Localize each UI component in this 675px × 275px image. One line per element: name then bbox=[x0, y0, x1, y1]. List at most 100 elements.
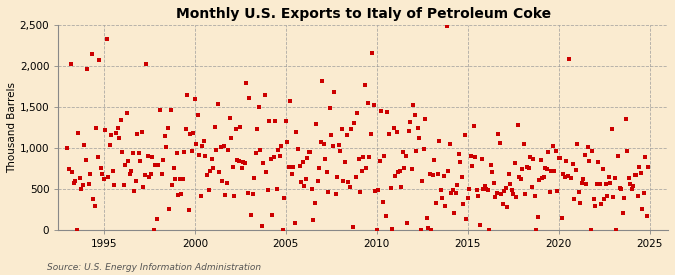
Point bbox=[485, 163, 496, 167]
Point bbox=[508, 192, 519, 197]
Point bbox=[85, 172, 96, 176]
Point bbox=[524, 155, 535, 159]
Point bbox=[294, 164, 305, 169]
Point bbox=[502, 205, 513, 209]
Point bbox=[537, 176, 547, 181]
Point bbox=[203, 188, 214, 192]
Point bbox=[158, 158, 169, 162]
Point bbox=[119, 163, 130, 167]
Point bbox=[180, 127, 191, 131]
Point bbox=[326, 133, 337, 137]
Point bbox=[497, 201, 508, 206]
Point bbox=[496, 191, 507, 196]
Point bbox=[103, 175, 114, 179]
Point bbox=[186, 148, 197, 153]
Point bbox=[400, 153, 411, 158]
Point bbox=[379, 154, 390, 158]
Point bbox=[191, 142, 202, 146]
Point bbox=[319, 142, 329, 146]
Point bbox=[107, 169, 118, 173]
Point bbox=[589, 197, 599, 202]
Point bbox=[71, 228, 82, 232]
Point bbox=[637, 207, 648, 211]
Point bbox=[385, 186, 396, 190]
Point bbox=[617, 211, 628, 215]
Point bbox=[583, 144, 593, 149]
Point bbox=[335, 148, 346, 153]
Point bbox=[418, 147, 429, 151]
Point bbox=[425, 172, 435, 177]
Point bbox=[361, 166, 372, 170]
Point bbox=[122, 111, 132, 115]
Point bbox=[184, 207, 194, 212]
Point bbox=[375, 159, 385, 163]
Point bbox=[460, 133, 470, 137]
Point bbox=[97, 172, 108, 176]
Point bbox=[355, 190, 366, 194]
Point bbox=[607, 126, 618, 131]
Point bbox=[109, 182, 120, 187]
Point bbox=[499, 189, 510, 193]
Point bbox=[192, 112, 203, 117]
Point bbox=[333, 143, 344, 147]
Point bbox=[398, 150, 408, 154]
Point bbox=[174, 177, 185, 182]
Point bbox=[516, 176, 526, 181]
Point bbox=[476, 157, 487, 161]
Point bbox=[343, 180, 354, 184]
Point bbox=[221, 181, 232, 185]
Point bbox=[282, 139, 293, 144]
Point bbox=[217, 179, 227, 183]
Point bbox=[152, 217, 163, 221]
Point bbox=[531, 228, 541, 232]
Point bbox=[188, 131, 198, 136]
Point bbox=[224, 116, 235, 120]
Point bbox=[247, 192, 258, 196]
Point bbox=[373, 188, 384, 192]
Point bbox=[241, 81, 252, 86]
Point bbox=[171, 151, 182, 155]
Point bbox=[541, 167, 552, 171]
Point bbox=[198, 139, 209, 143]
Point bbox=[200, 154, 211, 159]
Point bbox=[367, 51, 378, 56]
Point bbox=[461, 217, 472, 221]
Point bbox=[512, 123, 523, 127]
Point bbox=[455, 160, 466, 164]
Point bbox=[538, 175, 549, 179]
Point bbox=[182, 93, 192, 98]
Point bbox=[535, 158, 546, 162]
Point bbox=[146, 172, 157, 176]
Point bbox=[134, 151, 144, 156]
Point bbox=[544, 189, 555, 194]
Point bbox=[417, 179, 428, 183]
Point bbox=[534, 178, 545, 182]
Point bbox=[389, 174, 400, 178]
Point bbox=[306, 186, 317, 191]
Point bbox=[105, 143, 115, 147]
Point bbox=[511, 195, 522, 199]
Point bbox=[561, 159, 572, 164]
Point bbox=[270, 119, 281, 123]
Point bbox=[111, 131, 122, 135]
Title: Monthly U.S. Exports to Italy of Petroleum Coke: Monthly U.S. Exports to Italy of Petrole… bbox=[176, 7, 551, 21]
Point bbox=[444, 142, 455, 147]
Point bbox=[437, 196, 448, 200]
Point bbox=[578, 177, 589, 182]
Point bbox=[338, 178, 349, 183]
Point bbox=[218, 144, 229, 148]
Point bbox=[88, 197, 99, 201]
Point bbox=[141, 62, 152, 66]
Point bbox=[517, 167, 528, 172]
Point bbox=[634, 164, 645, 169]
Point bbox=[349, 121, 360, 125]
Point bbox=[211, 148, 221, 153]
Point bbox=[100, 127, 111, 132]
Point bbox=[117, 150, 128, 155]
Point bbox=[433, 139, 444, 143]
Point bbox=[619, 196, 630, 201]
Point bbox=[95, 166, 106, 170]
Point bbox=[65, 62, 76, 66]
Point bbox=[580, 182, 591, 186]
Point bbox=[579, 153, 590, 158]
